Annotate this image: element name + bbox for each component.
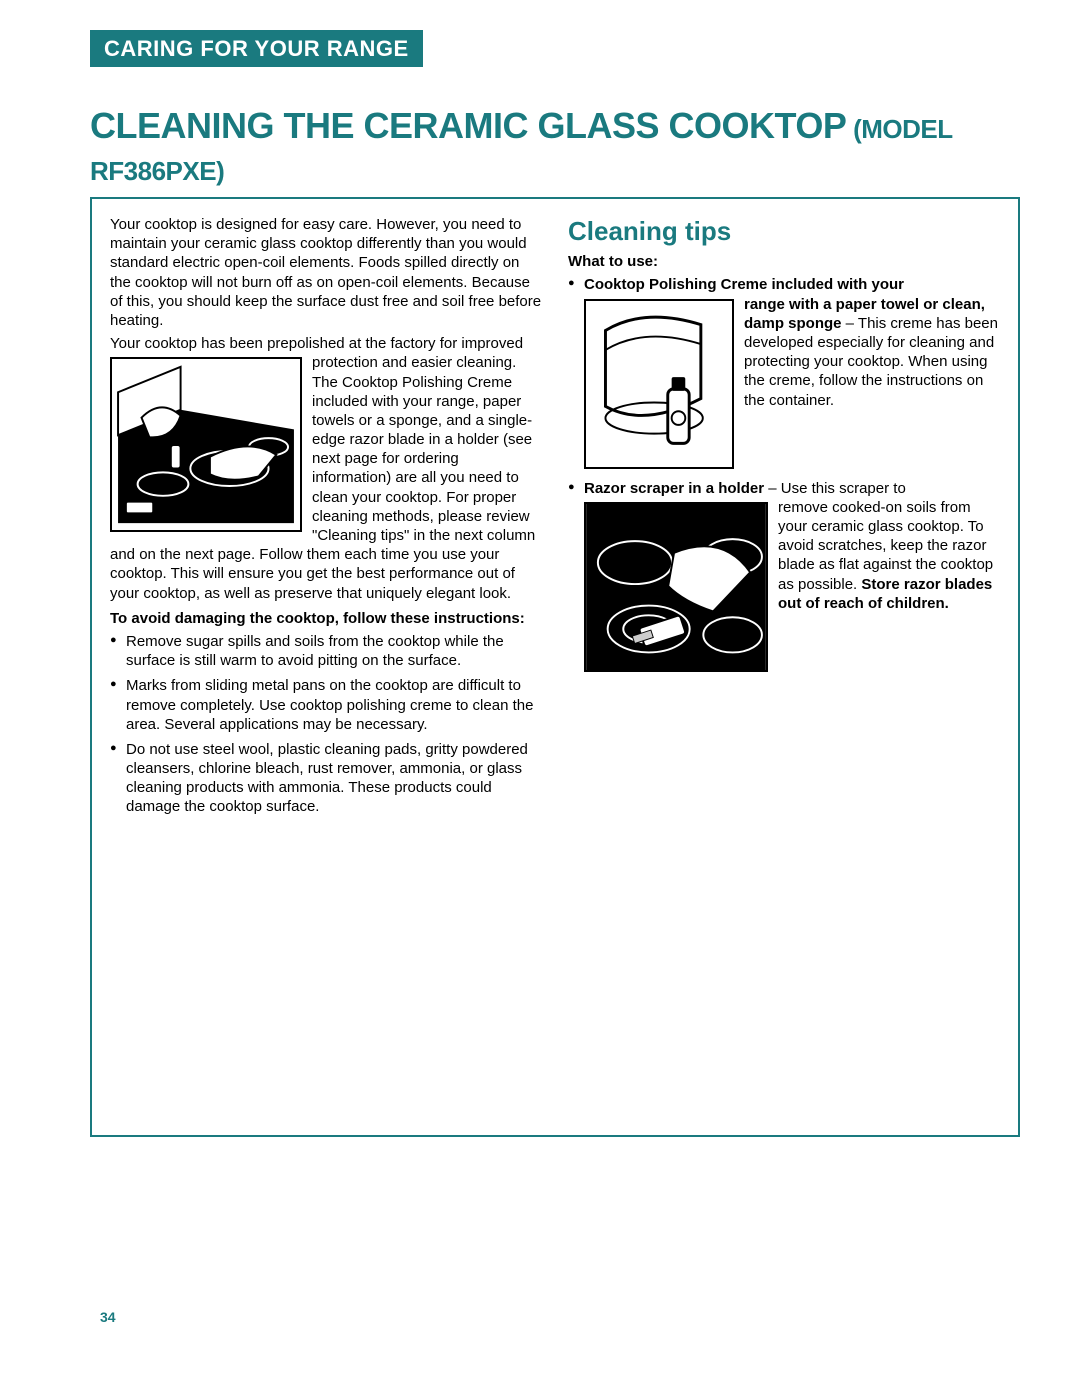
illustration-razor-scraper	[584, 502, 768, 672]
instructions-list: Remove sugar spills and soils from the c…	[110, 632, 542, 817]
illustration-cooktop-cleaning	[110, 357, 302, 532]
tip2-lead: Razor scraper in a holder	[584, 480, 764, 497]
title-main: CLEANING THE CERAMIC GLASS COOKTOP	[90, 105, 846, 146]
intro-paragraph-2-wrap: for improved protection and easier clean…	[312, 335, 532, 486]
page-number: 34	[100, 1309, 116, 1325]
list-item: Do not use steel wool, plastic cleaning …	[110, 740, 542, 817]
instructions-heading: To avoid damaging the cooktop, follow th…	[110, 609, 542, 628]
right-column: Cleaning tips What to use: Cooktop Polis…	[568, 215, 1000, 823]
what-to-use-heading: What to use:	[568, 252, 1000, 271]
tip2-mid: – Use this scraper to	[764, 480, 906, 497]
list-item: Cooktop Polishing Creme included with yo…	[568, 275, 1000, 470]
intro-paragraph-2-lead: Your cooktop has been prepolished at the…	[110, 335, 436, 352]
intro-paragraph-1: Your cooktop is designed for easy care. …	[110, 215, 542, 330]
left-column: Your cooktop is designed for easy care. …	[110, 215, 542, 823]
list-item: Razor scraper in a holder – Use this scr…	[568, 479, 1000, 674]
list-item: Marks from sliding metal pans on the coo…	[110, 676, 542, 734]
section-tab: CARING FOR YOUR RANGE	[90, 30, 423, 67]
cleaning-tips-heading: Cleaning tips	[568, 215, 1000, 248]
page-title: CLEANING THE CERAMIC GLASS COOKTOP (MODE…	[90, 105, 1020, 189]
list-item: Remove sugar spills and soils from the c…	[110, 632, 542, 670]
tip1-lead: Cooktop Polishing Creme included with yo…	[584, 276, 904, 293]
illustration-polishing-creme	[584, 299, 734, 469]
tips-list: Cooktop Polishing Creme included with yo…	[568, 275, 1000, 673]
content-box: Your cooktop is designed for easy care. …	[90, 197, 1020, 1137]
